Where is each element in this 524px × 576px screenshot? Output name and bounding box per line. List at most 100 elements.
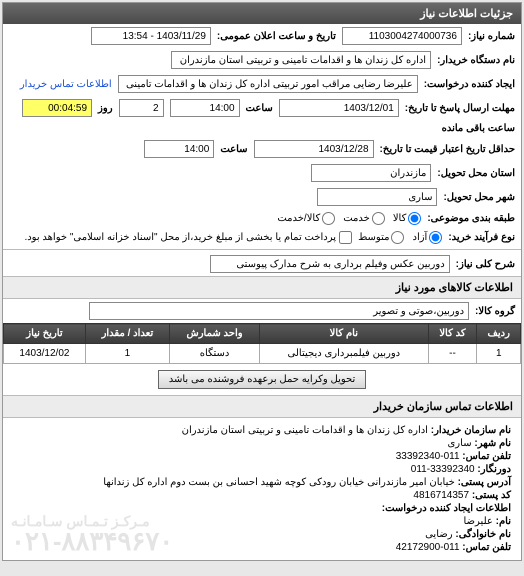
row-creator: ایجاد کننده درخواست: اطلاعات تماس خریدار [3, 72, 521, 96]
cell-code: -- [428, 344, 477, 364]
cell-name: دوربین فیلمبرداری دیجیتالی [260, 344, 428, 364]
contact-address-row: آدرس پستی: خیابان امیر مازندرانی خیابان … [13, 476, 511, 489]
contact-postal: 4816714357 [413, 490, 469, 501]
validity-date-input[interactable] [254, 140, 374, 158]
province-input[interactable] [311, 164, 431, 182]
table-header-row: ردیف کد کالا نام کالا واحد شمارش تعداد /… [4, 324, 521, 344]
requester-family-label: نام خانوادگی: [455, 529, 511, 540]
radio-goods-service-input[interactable] [322, 212, 335, 225]
time-label-1: ساعت [246, 103, 273, 114]
row-need-number: شماره نیاز: تاریخ و ساعت اعلان عمومی: [3, 24, 521, 48]
contact-address-label: آدرس پستی: [458, 477, 511, 488]
cell-qty: 1 [85, 344, 169, 364]
radio-free-label: آزاد [412, 232, 427, 243]
creator-label: ایجاد کننده درخواست: [424, 79, 515, 90]
process-label: نوع فرآیند خرید: [448, 232, 515, 243]
th-unit: واحد شمارش [169, 324, 259, 344]
days-input[interactable] [119, 99, 164, 117]
process-note-checkbox[interactable] [339, 231, 352, 244]
days-label: روز [98, 103, 113, 114]
deadline-label: مهلت ارسال پاسخ تا تاریخ: [405, 103, 515, 114]
buyer-org-input[interactable] [171, 51, 431, 69]
validity-time-input[interactable] [144, 140, 214, 158]
deadline-date-input[interactable] [279, 99, 399, 117]
announce-input[interactable] [91, 27, 211, 45]
city-input[interactable] [317, 188, 437, 206]
radio-service[interactable]: خدمت [343, 212, 385, 225]
radio-free[interactable]: آزاد [412, 231, 442, 244]
creator-input[interactable] [118, 75, 418, 93]
requester-phone-label: تلفن تماس: [462, 542, 511, 553]
contact-city-row: نام شهر: ساری [13, 437, 511, 450]
process-radios: آزاد متوسط [358, 231, 442, 244]
delivery-note-button[interactable]: تحویل وکرایه حمل برعهده فروشنده می باشد [158, 370, 367, 389]
radio-goods-input[interactable] [408, 212, 421, 225]
th-code: کد کالا [428, 324, 477, 344]
th-date: تاریخ نیاز [4, 324, 86, 344]
row-city: شهر محل تحویل: [3, 185, 521, 209]
contact-title: اطلاعات تماس سازمان خریدار [3, 395, 521, 418]
province-label: استان محل تحویل: [437, 168, 515, 179]
radio-goods-service[interactable]: کالا/خدمت [277, 212, 335, 225]
need-details-panel: جزئیات اطلاعات نیاز شماره نیاز: تاریخ و … [2, 2, 522, 561]
radio-medium-label: متوسط [358, 232, 389, 243]
validity-label: حداقل تاریخ اعتبار قیمت تا تاریخ: [380, 144, 515, 155]
requester-name-row: نام: علیرضا [13, 515, 511, 528]
requester-family: رضایی [425, 529, 453, 540]
th-qty: تعداد / مقدار [85, 324, 169, 344]
contact-address: خیابان امیر مازندرانی خیابان رودکی کوچه … [103, 477, 454, 488]
table-row[interactable]: 1 -- دوربین فیلمبرداری دیجیتالی دستگاه 1… [4, 344, 521, 364]
need-title-label: شرح کلی نیاز: [456, 259, 515, 270]
separator-1 [3, 249, 521, 250]
contact-org-row: نام سازمان خریدار: اداره کل زندان ها و ا… [13, 424, 511, 437]
button-row: تحویل وکرایه حمل برعهده فروشنده می باشد [3, 364, 521, 395]
contact-section: مـرکـز تـمـاس سـامـانـه ۰۲۱-۸۸۳۴۹۶۷۰ نام… [3, 418, 521, 560]
cell-date: 1403/12/02 [4, 344, 86, 364]
goods-info-title: اطلاعات کالاهای مورد نیاز [3, 276, 521, 299]
contact-fax: 33392340-011 [411, 464, 475, 475]
contact-city-label: نام شهر: [474, 438, 511, 449]
requester-title-row: اطلاعات ایجاد کننده درخواست: [13, 502, 511, 515]
buyer-contact-link[interactable]: اطلاعات تماس خریدار [20, 79, 112, 90]
requester-family-row: نام خانوادگی: رضایی [13, 528, 511, 541]
panel-title: جزئیات اطلاعات نیاز [3, 3, 521, 24]
contact-postal-row: کد پستی: 4816714357 [13, 489, 511, 502]
process-note-check[interactable]: پرداخت تمام یا بخشی از مبلغ خرید،از محل … [24, 231, 352, 244]
goods-table: ردیف کد کالا نام کالا واحد شمارش تعداد /… [3, 323, 521, 364]
contact-org-label: نام سازمان خریدار: [431, 425, 511, 436]
need-title-input[interactable] [210, 255, 450, 273]
cell-unit: دستگاه [169, 344, 259, 364]
process-note-text: پرداخت تمام یا بخشی از مبلغ خرید،از محل … [24, 232, 336, 243]
remaining-label: ساعت باقی مانده [442, 123, 515, 134]
radio-service-input[interactable] [372, 212, 385, 225]
requester-name-label: نام: [496, 516, 511, 527]
contact-fax-label: دورنگار: [477, 464, 511, 475]
buyer-org-label: نام دستگاه خریدار: [437, 55, 515, 66]
radio-medium[interactable]: متوسط [358, 231, 404, 244]
need-number-input[interactable] [342, 27, 462, 45]
deadline-time-input[interactable] [170, 99, 240, 117]
radio-service-label: خدمت [343, 213, 370, 224]
cell-row: 1 [477, 344, 521, 364]
goods-group-label: گروه کالا: [475, 306, 515, 317]
remaining-input[interactable] [22, 99, 92, 117]
radio-free-input[interactable] [429, 231, 442, 244]
time-label-2: ساعت [220, 144, 247, 155]
requester-phone-row: تلفن تماس: 011-42172900 [13, 541, 511, 554]
radio-goods-service-label: کالا/خدمت [277, 213, 320, 224]
contact-org: اداره کل زندان ها و اقدامات تامینی و ترب… [182, 425, 428, 436]
row-deadline: مهلت ارسال پاسخ تا تاریخ: ساعت روز ساعت … [3, 96, 521, 137]
radio-goods[interactable]: کالا [393, 212, 422, 225]
requester-name: علیرضا [464, 516, 493, 527]
requester-title: اطلاعات ایجاد کننده درخواست: [382, 503, 511, 514]
requester-phone: 011-42172900 [396, 542, 460, 553]
category-radios: کالا خدمت کالا/خدمت [277, 212, 421, 225]
row-buyer-org: نام دستگاه خریدار: [3, 48, 521, 72]
city-label: شهر محل تحویل: [443, 192, 515, 203]
radio-medium-input[interactable] [391, 231, 404, 244]
th-row: ردیف [477, 324, 521, 344]
row-process: نوع فرآیند خرید: آزاد متوسط پرداخت تمام … [3, 228, 521, 247]
radio-goods-label: کالا [393, 213, 407, 224]
goods-group-input[interactable] [89, 302, 469, 320]
th-name: نام کالا [260, 324, 428, 344]
